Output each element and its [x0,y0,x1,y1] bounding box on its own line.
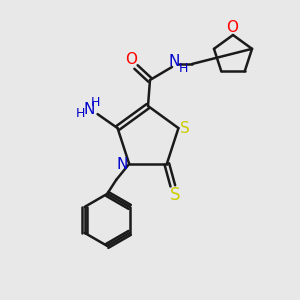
Text: H: H [178,61,188,74]
Text: S: S [169,186,180,204]
Text: N: N [168,55,180,70]
Text: S: S [180,121,189,136]
Text: H: H [76,106,85,120]
Text: O: O [226,20,238,35]
Text: N: N [116,158,128,172]
Text: O: O [125,52,137,68]
Text: H: H [91,96,100,109]
Text: N: N [84,102,95,117]
